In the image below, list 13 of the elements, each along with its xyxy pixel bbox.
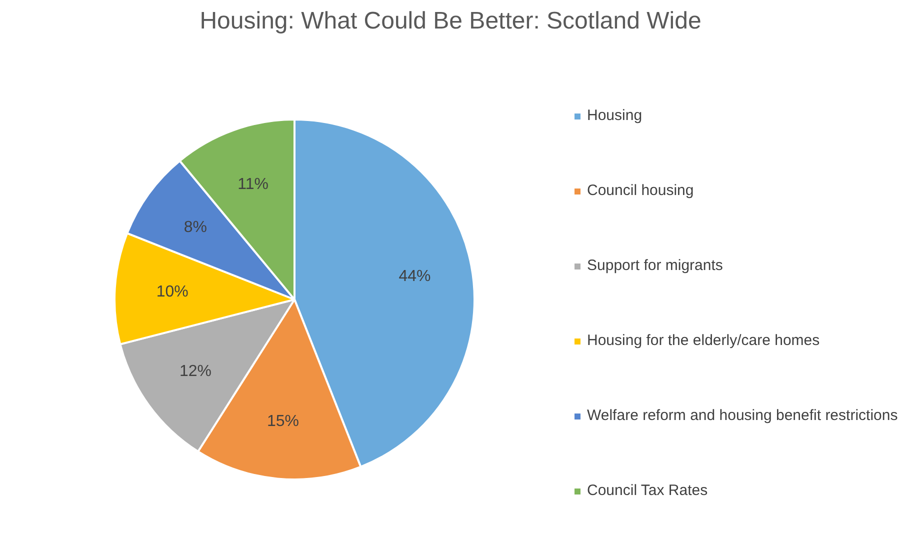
legend-label: Housing for the elderly/care homes [587, 332, 820, 349]
chart-title: Housing: What Could Be Better: Scotland Wide [200, 8, 702, 34]
data-label: 8% [184, 219, 208, 236]
legend-label: Council Tax Rates [587, 482, 708, 499]
legend-label: Welfare reform and housing benefit restrictions [587, 407, 898, 424]
legend-label: Council housing [587, 182, 694, 199]
data-label: 15% [266, 412, 299, 430]
data-label: 11% [238, 176, 268, 193]
legend-label: Support for migrants [587, 257, 723, 274]
data-label: 10% [156, 283, 188, 300]
data-label: 44% [398, 268, 431, 286]
legend-label: Housing [587, 107, 642, 124]
data-label: 12% [179, 362, 212, 380]
